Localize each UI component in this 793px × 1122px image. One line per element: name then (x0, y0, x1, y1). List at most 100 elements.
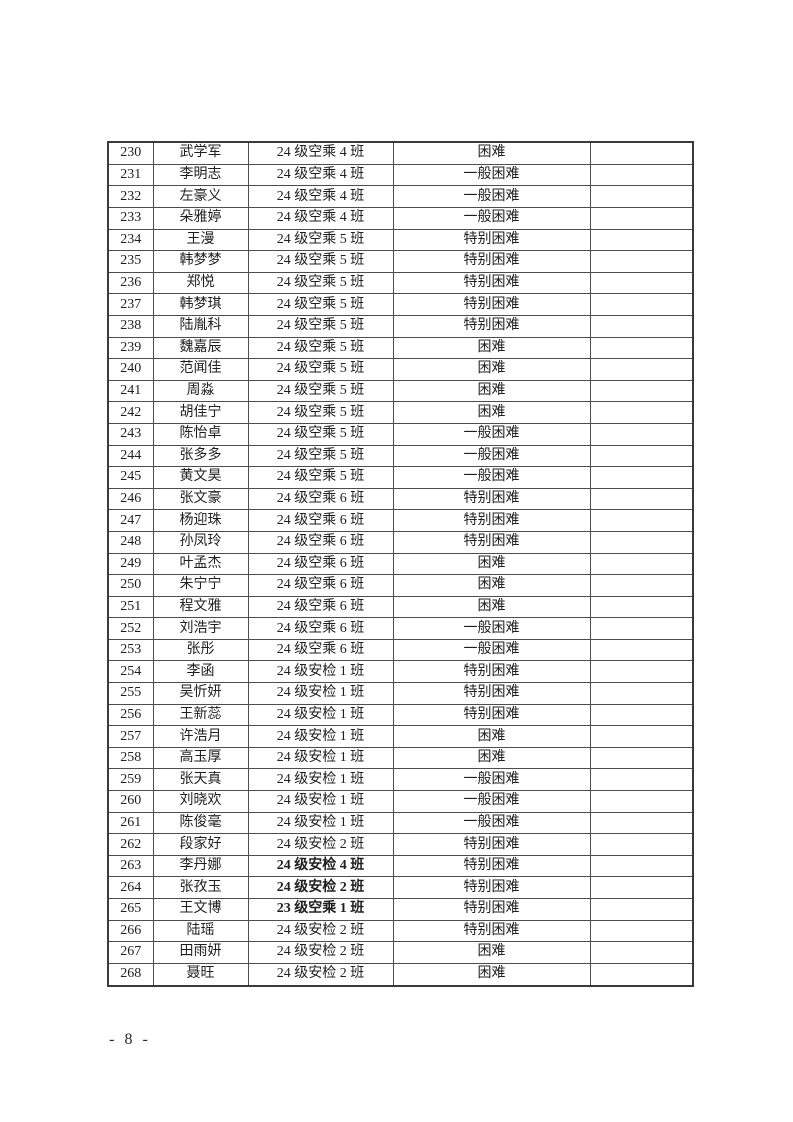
difficulty-cell: 一般困难 (392, 790, 591, 813)
row-number-cell: 265 (107, 898, 154, 921)
row-number-cell: 237 (107, 293, 154, 316)
class-cell: 24 级安检 2 班 (247, 833, 394, 856)
student-name-cell: 刘浩宇 (152, 617, 249, 640)
table-row: 253 张彤 24 级空乘 6 班一般困难 (107, 638, 694, 662)
row-number-cell: 253 (107, 638, 154, 662)
table-row: 230 武学军 24 级空乘 4 班困难 (107, 141, 694, 165)
difficulty-cell: 困难 (392, 358, 591, 381)
difficulty-cell: 特别困难 (392, 919, 591, 943)
class-cell: 24 级空乘 4 班 (247, 163, 394, 187)
difficulty-cell: 一般困难 (392, 811, 591, 835)
class-cell: 24 级空乘 5 班 (247, 444, 394, 468)
class-cell: 24 级空乘 5 班 (247, 293, 394, 316)
row-number-cell: 233 (107, 207, 154, 230)
row-number-cell: 256 (107, 703, 154, 727)
note-cell (589, 228, 694, 252)
note-cell (589, 444, 694, 468)
class-cell: 24 级空乘 6 班 (247, 487, 394, 511)
student-name-cell: 张文豪 (152, 487, 249, 511)
difficulty-cell: 困难 (392, 336, 591, 360)
student-name-cell: 王文博 (152, 898, 249, 921)
note-cell (589, 746, 694, 770)
table-row: 257 许浩月 24 级安检 1 班困难 (107, 725, 694, 748)
class-cell: 24 级安检 2 班 (247, 941, 394, 964)
row-number-cell: 261 (107, 811, 154, 835)
difficulty-cell: 特别困难 (392, 293, 591, 316)
table-row: 263 李丹娜 24 级安检 4 班特别困难 (107, 854, 694, 878)
class-cell: 24 级安检 1 班 (247, 682, 394, 705)
class-cell: 24 级空乘 6 班 (247, 552, 394, 576)
difficulty-cell: 困难 (392, 552, 591, 576)
note-cell (589, 509, 694, 532)
table-row: 258 高玉厚 24 级安检 1 班困难 (107, 746, 694, 770)
note-cell (589, 941, 694, 964)
row-number-cell: 257 (107, 725, 154, 748)
difficulty-cell: 困难 (392, 141, 591, 165)
note-cell (589, 163, 694, 187)
note-cell (589, 250, 694, 273)
note-cell (589, 466, 694, 489)
class-cell: 24 级空乘 5 班 (247, 250, 394, 273)
table-row: 237 韩梦琪 24 级空乘 5 班特别困难 (107, 293, 694, 316)
row-number-cell: 252 (107, 617, 154, 640)
difficulty-cell: 特别困难 (392, 703, 591, 727)
student-name-cell: 吴忻妍 (152, 682, 249, 705)
note-cell (589, 336, 694, 360)
table-row: 233 朵雅婷 24 级空乘 4 班一般困难 (107, 207, 694, 230)
student-name-cell: 张孜玉 (152, 876, 249, 899)
student-name-cell: 魏嘉辰 (152, 336, 249, 360)
class-cell: 24 级安检 1 班 (247, 811, 394, 835)
row-number-cell: 235 (107, 250, 154, 273)
class-cell: 24 级安检 1 班 (247, 746, 394, 770)
note-cell (589, 358, 694, 381)
difficulty-cell: 一般困难 (392, 163, 591, 187)
class-cell: 24 级空乘 6 班 (247, 617, 394, 640)
note-cell (589, 876, 694, 899)
note-cell (589, 703, 694, 727)
note-cell (589, 768, 694, 792)
student-name-cell: 李丹娜 (152, 854, 249, 878)
row-number-cell: 263 (107, 854, 154, 878)
student-roster-table: 230 武学军 24 级空乘 4 班困难 231 李明志 24 级空乘 4 班一般困难 23… (107, 141, 694, 987)
class-cell: 24 级安检 2 班 (247, 962, 394, 987)
class-cell: 24 级空乘 5 班 (247, 379, 394, 403)
row-number-cell: 245 (107, 466, 154, 489)
class-cell: 24 级空乘 4 班 (247, 141, 394, 165)
student-name-cell: 田雨妍 (152, 941, 249, 964)
class-cell: 24 级空乘 6 班 (247, 595, 394, 619)
class-cell: 24 级安检 1 班 (247, 790, 394, 813)
student-name-cell: 韩梦梦 (152, 250, 249, 273)
class-cell: 24 级安检 2 班 (247, 919, 394, 943)
table-row: 242 胡佳宁 24 级空乘 5 班困难 (107, 401, 694, 424)
student-name-cell: 黄文昊 (152, 466, 249, 489)
note-cell (589, 530, 694, 554)
row-number-cell: 268 (107, 962, 154, 987)
table-row: 247 杨迎珠 24 级空乘 6 班特别困难 (107, 509, 694, 532)
row-number-cell: 231 (107, 163, 154, 187)
class-cell: 24 级安检 4 班 (247, 854, 394, 878)
note-cell (589, 422, 694, 446)
difficulty-cell: 一般困难 (392, 466, 591, 489)
table-row: 241 周淼 24 级空乘 5 班困难 (107, 379, 694, 403)
table-row: 252 刘浩宇 24 级空乘 6 班一般困难 (107, 617, 694, 640)
student-name-cell: 段家好 (152, 833, 249, 856)
difficulty-cell: 特别困难 (392, 833, 591, 856)
table-row: 260 刘晓欢 24 级安检 1 班一般困难 (107, 790, 694, 813)
difficulty-cell: 特别困难 (392, 876, 591, 899)
student-roster-body: 230 武学军 24 级空乘 4 班困难 231 李明志 24 级空乘 4 班一般困难 23… (107, 141, 694, 987)
student-name-cell: 叶孟杰 (152, 552, 249, 576)
difficulty-cell: 特别困难 (392, 854, 591, 878)
row-number-cell: 243 (107, 422, 154, 446)
table-row: 256 王新蕊 24 级安检 1 班特别困难 (107, 703, 694, 727)
class-cell: 24 级空乘 4 班 (247, 207, 394, 230)
table-row: 249 叶孟杰 24 级空乘 6 班困难 (107, 552, 694, 576)
student-name-cell: 朱宁宁 (152, 574, 249, 597)
class-cell: 24 级空乘 6 班 (247, 530, 394, 554)
student-name-cell: 聂旺 (152, 962, 249, 987)
note-cell (589, 185, 694, 208)
row-number-cell: 239 (107, 336, 154, 360)
row-number-cell: 234 (107, 228, 154, 252)
note-cell (589, 271, 694, 295)
row-number-cell: 240 (107, 358, 154, 381)
note-cell (589, 401, 694, 424)
